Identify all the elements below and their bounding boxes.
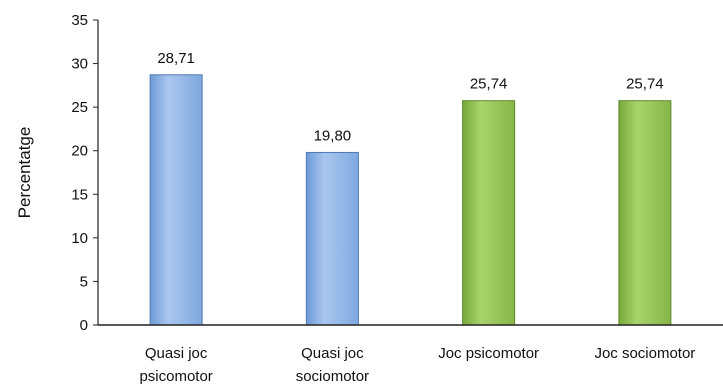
y-tick-label: 10 <box>71 230 88 247</box>
y-axis: 0 5 10 15 20 25 30 35 <box>71 12 99 334</box>
bar <box>618 100 672 326</box>
bar <box>305 151 359 326</box>
x-axis: Quasi joc psicomotor Quasi joc sociomotor Jo… <box>98 324 723 385</box>
y-tick-label: 5 <box>80 273 88 290</box>
data-label: 25,74 <box>470 76 508 93</box>
y-tick-label: 15 <box>71 186 88 203</box>
x-tick-label-line: Joc psicomotor <box>438 345 539 362</box>
bar <box>462 100 516 326</box>
y-axis-title: Percentatge <box>15 127 34 219</box>
x-tick-label-line: Quasi joc <box>145 345 208 362</box>
y-tick-label: 20 <box>71 143 88 160</box>
x-tick-label-line: Quasi joc <box>301 345 364 362</box>
x-tick-label: Joc psicomotor <box>438 345 539 362</box>
data-label: 19,80 <box>314 127 352 144</box>
x-tick-label: Quasi joc psicomotor <box>139 345 212 385</box>
x-tick-label: Joc sociomotor <box>594 345 695 362</box>
bars <box>149 74 672 326</box>
y-tick-label: 25 <box>71 99 88 116</box>
y-tick-label: 35 <box>71 12 88 29</box>
y-tick-label: 0 <box>80 317 88 334</box>
y-tick-label: 30 <box>71 56 88 73</box>
data-label: 28,71 <box>157 50 195 67</box>
data-labels: 28,71 19,80 25,74 25,74 <box>157 50 663 145</box>
x-tick-label-line: psicomotor <box>139 368 212 385</box>
x-tick-label: Quasi joc sociomotor <box>296 345 369 385</box>
bar <box>149 74 203 326</box>
data-label: 25,74 <box>626 76 664 93</box>
x-tick-label-line: sociomotor <box>296 368 369 385</box>
x-tick-label-line: Joc sociomotor <box>594 345 695 362</box>
